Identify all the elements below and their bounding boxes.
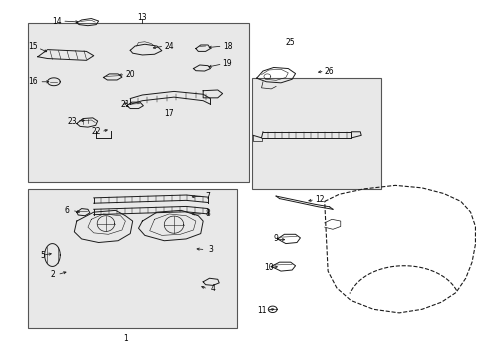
Text: 23: 23 [67,117,77,126]
Text: 6: 6 [64,206,69,215]
Text: 10: 10 [264,263,273,272]
Text: 26: 26 [324,67,334,76]
Text: 20: 20 [125,70,135,79]
Text: 2: 2 [50,270,55,279]
Bar [28,23,249,182]
Text: 9: 9 [273,234,278,243]
Text: 14: 14 [52,17,62,26]
Text: 12: 12 [314,195,324,204]
Text: 15: 15 [28,41,38,50]
Text: 24: 24 [164,41,174,50]
Bar [28,189,237,328]
Text: 3: 3 [207,245,212,254]
Text: 13: 13 [137,13,147,22]
Bar [251,78,380,189]
Text: 8: 8 [205,210,210,219]
Text: 5: 5 [40,251,45,260]
Text: 17: 17 [164,109,174,118]
Text: 25: 25 [285,38,295,47]
Text: 1: 1 [123,334,127,343]
Text: 19: 19 [222,59,232,68]
Text: 21: 21 [121,100,130,109]
Text: 22: 22 [91,127,101,136]
Text: 18: 18 [222,41,232,50]
Text: 11: 11 [256,306,266,315]
Text: 7: 7 [205,192,210,201]
Text: 4: 4 [210,284,215,293]
Text: 16: 16 [28,77,38,86]
